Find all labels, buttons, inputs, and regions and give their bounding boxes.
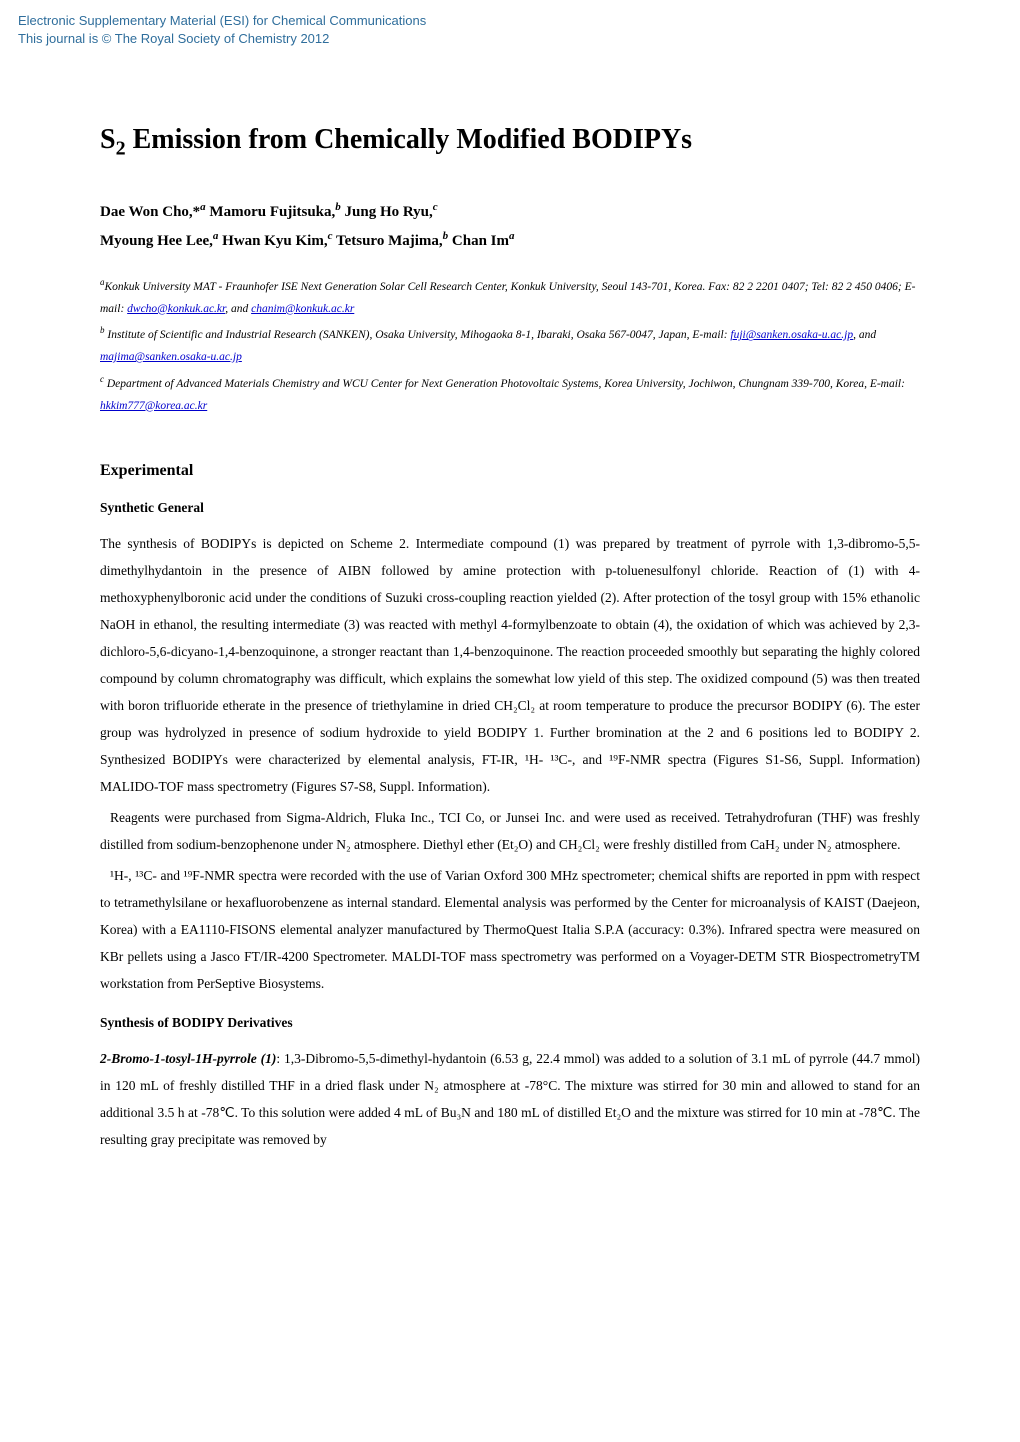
author: Chan Im	[452, 233, 509, 249]
author-sup: a	[200, 201, 206, 213]
authors-block: Dae Won Cho,*a Mamoru Fujitsuka,b Jung H…	[100, 197, 920, 256]
affiliation-c: c Department of Advanced Materials Chemi…	[100, 371, 920, 418]
author: Dae Won Cho,*	[100, 204, 200, 220]
affil-text: Institute of Scientific and Industrial R…	[105, 329, 731, 341]
compound-title: 2-Bromo-1-tosyl-1H-pyrrole (1)	[100, 1051, 276, 1066]
author-sup: c	[433, 201, 438, 213]
esi-header: Electronic Supplementary Material (ESI) …	[0, 0, 1020, 54]
authors-line-1: Dae Won Cho,*a Mamoru Fujitsuka,b Jung H…	[100, 197, 920, 227]
subheading-synthetic-general: Synthetic General	[100, 500, 920, 516]
esi-line-2: This journal is © The Royal Society of C…	[18, 30, 1002, 48]
title-rest: Emission from Chemically Modified BODIPY…	[126, 124, 692, 155]
esi-line-1: Electronic Supplementary Material (ESI) …	[18, 12, 1002, 30]
affil-mid: , and	[853, 329, 876, 341]
affiliation-b: b Institute of Scientific and Industrial…	[100, 322, 920, 369]
author-sup: a	[213, 230, 219, 242]
author: Tetsuro Majima,	[336, 233, 443, 249]
author-sup: c	[328, 230, 333, 242]
email-link[interactable]: majima@sanken.osaka-u.ac.jp	[100, 351, 242, 363]
author-sup: b	[335, 201, 341, 213]
affil-text: Department of Advanced Materials Chemist…	[104, 378, 905, 390]
author: Mamoru Fujitsuka,	[209, 204, 335, 220]
affiliations: aKonkuk University MAT - Fraunhofer ISE …	[100, 274, 920, 418]
author: Jung Ho Ryu,	[345, 204, 433, 220]
email-link[interactable]: fuji@sanken.osaka-u.ac.jp	[730, 329, 853, 341]
email-link[interactable]: hkkim777@korea.ac.kr	[100, 400, 207, 412]
main-content: S2 Emission from Chemically Modified BOD…	[0, 54, 1020, 1216]
title-main: S	[100, 124, 116, 155]
subheading-synthesis-derivatives: Synthesis of BODIPY Derivatives	[100, 1015, 920, 1031]
email-link[interactable]: dwcho@konkuk.ac.kr	[127, 303, 225, 315]
author: Hwan Kyu Kim,	[222, 233, 327, 249]
title-sub: 2	[116, 138, 126, 160]
authors-line-2: Myoung Hee Lee,a Hwan Kyu Kim,c Tetsuro …	[100, 226, 920, 256]
affiliation-a: aKonkuk University MAT - Fraunhofer ISE …	[100, 274, 920, 321]
affil-mid: , and	[225, 303, 251, 315]
paragraph-2: Reagents were purchased from Sigma-Aldri…	[100, 804, 920, 858]
page-title: S2 Emission from Chemically Modified BOD…	[100, 124, 920, 161]
paragraph-3: ¹H-, ¹³C- and ¹⁹F-NMR spectra were recor…	[100, 862, 920, 997]
author-sup: b	[443, 230, 449, 242]
section-experimental: Experimental	[100, 462, 920, 480]
email-link[interactable]: chanim@konkuk.ac.kr	[251, 303, 354, 315]
paragraph-1: The synthesis of BODIPYs is depicted on …	[100, 530, 920, 800]
paragraph-4: 2-Bromo-1-tosyl-1H-pyrrole (1): 1,3-Dibr…	[100, 1045, 920, 1153]
author: Myoung Hee Lee,	[100, 233, 213, 249]
author-sup: a	[509, 230, 515, 242]
